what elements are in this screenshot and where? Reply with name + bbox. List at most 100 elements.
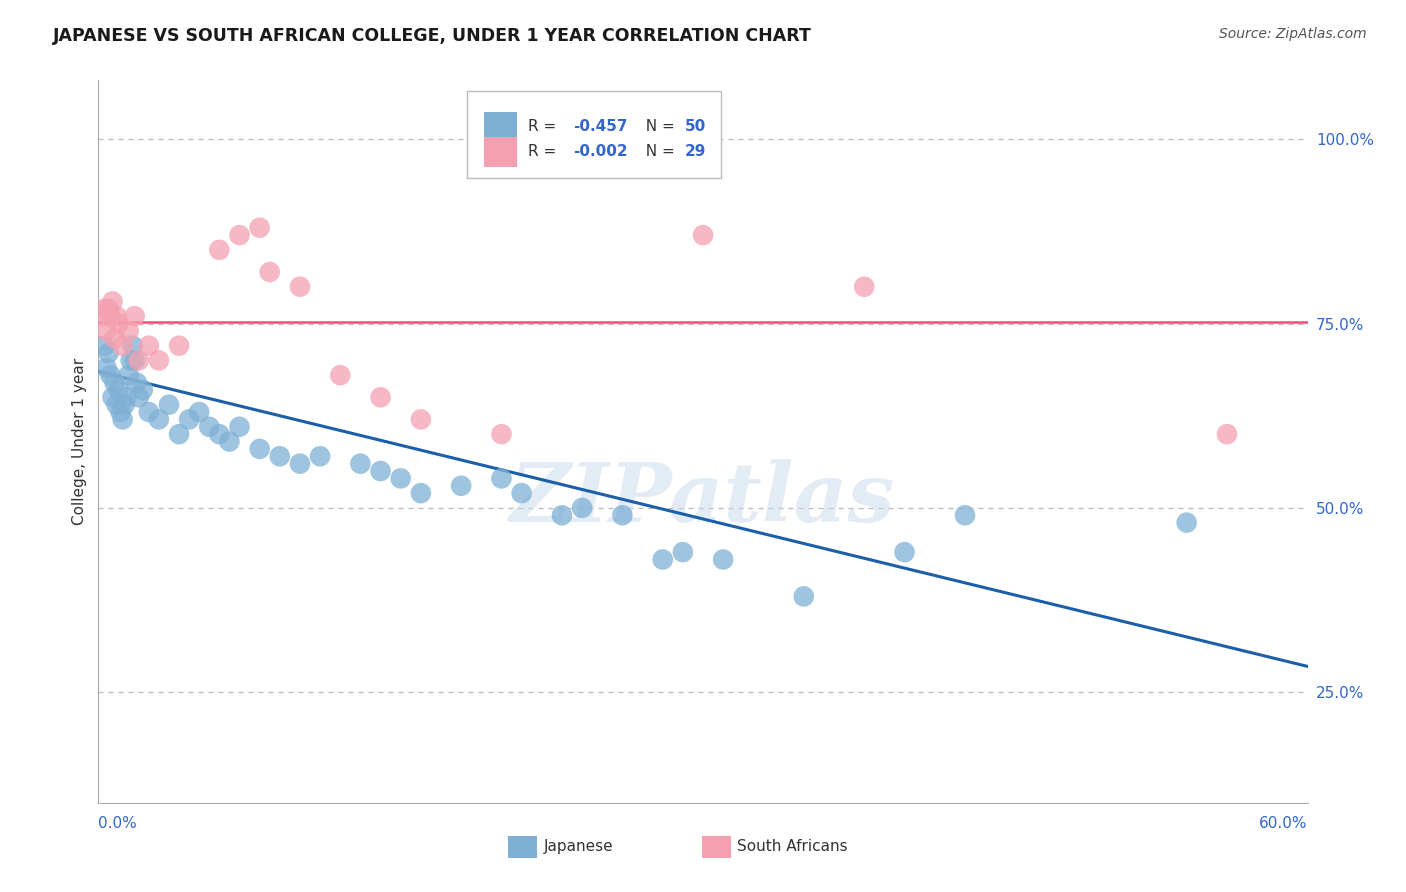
Point xyxy=(692,228,714,243)
Point xyxy=(138,405,160,419)
Point xyxy=(953,508,976,523)
Point xyxy=(148,412,170,426)
Point xyxy=(208,243,231,257)
Point xyxy=(124,353,146,368)
Text: -0.002: -0.002 xyxy=(574,145,628,160)
Point xyxy=(259,265,281,279)
Y-axis label: College, Under 1 year: College, Under 1 year xyxy=(72,358,87,525)
Point xyxy=(349,457,371,471)
Point xyxy=(100,368,122,383)
Point xyxy=(93,301,115,316)
FancyBboxPatch shape xyxy=(509,836,537,858)
Point xyxy=(249,442,271,456)
Point xyxy=(115,390,138,404)
Point xyxy=(110,405,132,419)
Point xyxy=(167,427,190,442)
Point xyxy=(157,398,180,412)
Point xyxy=(128,353,150,368)
Point xyxy=(409,412,432,426)
Point xyxy=(249,220,271,235)
Point xyxy=(1175,516,1198,530)
Point xyxy=(120,353,142,368)
Point xyxy=(100,309,122,323)
Point xyxy=(111,412,134,426)
Point xyxy=(91,309,114,323)
Point xyxy=(96,360,118,375)
Point xyxy=(591,154,613,169)
FancyBboxPatch shape xyxy=(467,91,721,178)
Point xyxy=(450,479,472,493)
Point xyxy=(711,552,734,566)
Text: N =: N = xyxy=(637,145,681,160)
Text: Source: ZipAtlas.com: Source: ZipAtlas.com xyxy=(1219,27,1367,41)
Point xyxy=(198,419,221,434)
Point xyxy=(288,279,311,293)
Point xyxy=(107,317,129,331)
Point xyxy=(125,376,148,390)
Point xyxy=(491,427,513,442)
Point xyxy=(793,590,815,604)
Point xyxy=(389,471,412,485)
Point xyxy=(97,346,120,360)
Point xyxy=(288,457,311,471)
Point xyxy=(97,301,120,316)
Point xyxy=(551,508,574,523)
Point xyxy=(111,339,134,353)
Point xyxy=(208,427,231,442)
Text: Japanese: Japanese xyxy=(543,839,613,855)
Point xyxy=(93,339,115,353)
Point xyxy=(893,545,915,559)
Point xyxy=(132,383,155,397)
Point xyxy=(309,450,332,464)
Text: 60.0%: 60.0% xyxy=(1260,816,1308,831)
Point xyxy=(571,500,593,515)
Point xyxy=(269,450,291,464)
Point xyxy=(96,324,118,338)
Point xyxy=(128,390,150,404)
Point xyxy=(138,339,160,353)
Point xyxy=(329,368,352,383)
Point xyxy=(218,434,240,449)
Point xyxy=(124,309,146,323)
Text: JAPANESE VS SOUTH AFRICAN COLLEGE, UNDER 1 YEAR CORRELATION CHART: JAPANESE VS SOUTH AFRICAN COLLEGE, UNDER… xyxy=(53,27,813,45)
Text: N =: N = xyxy=(637,120,681,135)
Point xyxy=(121,339,143,353)
Text: 0.0%: 0.0% xyxy=(98,816,138,831)
FancyBboxPatch shape xyxy=(484,136,517,167)
Point xyxy=(672,545,695,559)
Point xyxy=(105,309,128,323)
Point xyxy=(853,279,876,293)
Point xyxy=(101,390,124,404)
Point xyxy=(228,228,250,243)
Point xyxy=(118,324,141,338)
Point xyxy=(491,471,513,485)
Text: ZIPatlas: ZIPatlas xyxy=(510,459,896,540)
Point xyxy=(228,419,250,434)
Point xyxy=(651,552,673,566)
Point xyxy=(370,390,392,404)
Point xyxy=(118,368,141,383)
Text: R =: R = xyxy=(527,145,561,160)
Point xyxy=(1216,427,1239,442)
Point xyxy=(188,405,211,419)
Point xyxy=(105,398,128,412)
Point xyxy=(103,376,125,390)
Text: R =: R = xyxy=(527,120,561,135)
Point xyxy=(510,486,533,500)
Point xyxy=(107,383,129,397)
Text: 50: 50 xyxy=(685,120,706,135)
Point xyxy=(167,339,190,353)
FancyBboxPatch shape xyxy=(484,112,517,142)
Point xyxy=(409,486,432,500)
Point xyxy=(370,464,392,478)
Text: -0.457: -0.457 xyxy=(574,120,628,135)
Point xyxy=(612,508,634,523)
Point xyxy=(103,331,125,345)
Point xyxy=(179,412,201,426)
Point xyxy=(114,398,136,412)
Point xyxy=(101,294,124,309)
Point xyxy=(148,353,170,368)
FancyBboxPatch shape xyxy=(702,836,731,858)
Text: South Africans: South Africans xyxy=(737,839,848,855)
Text: 29: 29 xyxy=(685,145,706,160)
